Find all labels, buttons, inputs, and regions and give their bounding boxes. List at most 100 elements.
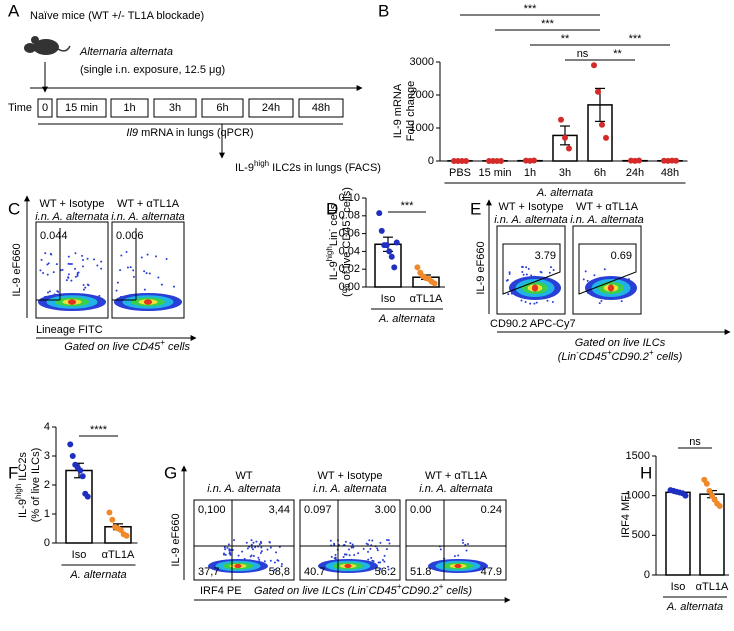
event bbox=[465, 549, 468, 552]
text-part: + bbox=[397, 582, 402, 591]
event bbox=[67, 255, 70, 258]
y-label: IL-9 eF660 bbox=[11, 243, 23, 296]
event bbox=[250, 543, 253, 546]
bar bbox=[374, 243, 402, 288]
x-label: IRF4 PE bbox=[200, 585, 242, 597]
y-tick-label: 0 bbox=[428, 155, 434, 167]
event bbox=[160, 283, 163, 286]
point bbox=[682, 492, 689, 499]
text-part: IL-9 bbox=[328, 261, 340, 280]
event bbox=[549, 266, 552, 269]
event bbox=[521, 271, 524, 274]
text-part: - bbox=[576, 348, 579, 357]
event bbox=[148, 272, 151, 275]
y-tick-label: 3000 bbox=[410, 56, 434, 68]
event bbox=[349, 542, 352, 545]
label: (% of live ILCs) bbox=[30, 448, 42, 523]
x-tick-label: 24h bbox=[626, 167, 644, 179]
gate-value: 0.69 bbox=[611, 250, 632, 262]
event bbox=[81, 265, 84, 268]
y-label: IL-9 eF660 bbox=[475, 241, 487, 294]
x-tick-label: 48h bbox=[661, 167, 679, 179]
event bbox=[598, 302, 601, 305]
y-tick-label: 0.04 bbox=[339, 245, 360, 257]
gate-value: 0.00 bbox=[410, 504, 431, 516]
event bbox=[154, 255, 157, 258]
event bbox=[269, 559, 272, 562]
text-part: IL-9 bbox=[235, 162, 254, 174]
plot-title: WT + αTL1A bbox=[576, 201, 639, 213]
event bbox=[260, 550, 263, 553]
event bbox=[525, 266, 528, 269]
point bbox=[673, 157, 679, 164]
point bbox=[79, 473, 86, 480]
event bbox=[461, 539, 464, 542]
x-tick-label: Iso bbox=[671, 581, 686, 593]
event bbox=[533, 302, 536, 305]
event bbox=[329, 539, 332, 542]
sig-label: *** bbox=[401, 200, 415, 212]
x-tick-label: 3h bbox=[559, 167, 571, 179]
event bbox=[464, 543, 467, 546]
x-tick-label: 1h bbox=[524, 167, 536, 179]
plot-frame bbox=[111, 221, 185, 319]
event bbox=[81, 254, 84, 257]
point bbox=[431, 280, 438, 287]
event bbox=[383, 560, 386, 563]
event bbox=[383, 554, 386, 557]
event bbox=[330, 555, 333, 558]
point bbox=[106, 509, 113, 516]
gate-value: 0.097 bbox=[304, 504, 332, 516]
sig-label: *** bbox=[541, 18, 555, 30]
sig-label: ns bbox=[689, 436, 701, 448]
label: Fold change bbox=[405, 81, 417, 142]
event bbox=[125, 251, 128, 254]
event bbox=[367, 550, 370, 553]
text-part: mRNA in lungs (qPCR) bbox=[138, 127, 254, 139]
event bbox=[344, 540, 347, 543]
event bbox=[527, 267, 530, 270]
text-part: + bbox=[607, 348, 612, 357]
y-tick-label: 3 bbox=[44, 450, 50, 462]
event bbox=[77, 271, 80, 274]
event bbox=[275, 551, 278, 554]
event bbox=[47, 291, 50, 294]
y-tick-label: 1500 bbox=[626, 450, 650, 462]
plot-title: WT + Isotype bbox=[40, 198, 105, 210]
point bbox=[531, 157, 537, 164]
event bbox=[250, 539, 253, 542]
event bbox=[258, 558, 261, 561]
event bbox=[96, 264, 99, 267]
label: (% of live CD45+ cells) bbox=[338, 187, 353, 297]
event bbox=[226, 546, 229, 549]
plot-frame bbox=[405, 499, 507, 581]
label: IL-9 mRNA bbox=[392, 83, 404, 138]
event bbox=[82, 288, 85, 291]
panel-label: B bbox=[378, 1, 389, 20]
point bbox=[706, 487, 713, 494]
x-label: A. alternata bbox=[666, 601, 723, 613]
event bbox=[255, 540, 258, 543]
event bbox=[74, 275, 77, 278]
event bbox=[76, 274, 79, 277]
event bbox=[379, 561, 382, 564]
time-box bbox=[110, 98, 149, 118]
panel-label: G bbox=[164, 463, 177, 482]
event bbox=[352, 546, 355, 549]
event bbox=[251, 548, 254, 551]
event bbox=[61, 268, 64, 271]
gate-value: 0.006 bbox=[116, 230, 144, 242]
plot-subtitle: i.n. A. alternata bbox=[494, 214, 568, 226]
time-box bbox=[56, 98, 107, 118]
point bbox=[558, 116, 564, 123]
event bbox=[345, 553, 348, 556]
event bbox=[377, 561, 380, 564]
event bbox=[551, 301, 554, 304]
x-tick-label: 6h bbox=[594, 167, 606, 179]
event bbox=[370, 556, 373, 559]
plot-subtitle: i.n. A. alternata bbox=[207, 483, 281, 495]
event bbox=[140, 256, 143, 259]
gate-value: 0.24 bbox=[481, 504, 502, 516]
time-box bbox=[201, 98, 244, 118]
event bbox=[368, 539, 371, 542]
